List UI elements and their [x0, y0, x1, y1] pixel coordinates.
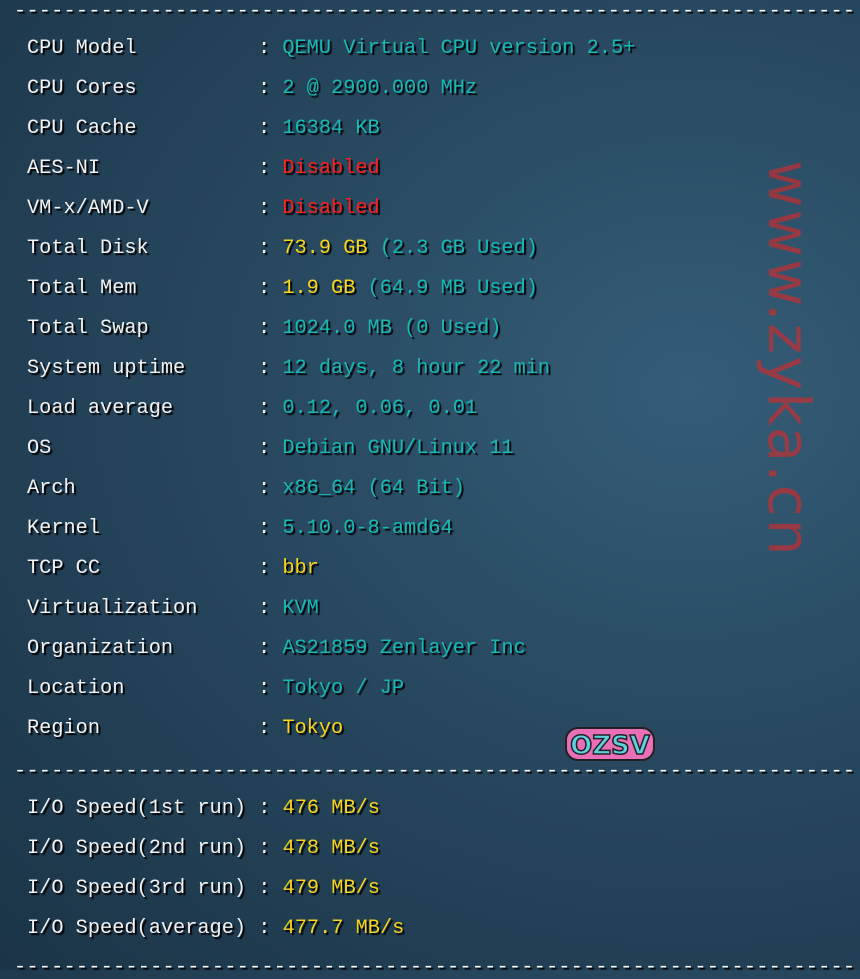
info-value: bbr [282, 557, 319, 580]
colon: : [258, 437, 283, 460]
info-row: Virtualization: KVM [27, 589, 319, 629]
colon: : [258, 237, 283, 260]
colon: : [258, 197, 283, 220]
info-value: AS21859 Zenlayer Inc [282, 637, 526, 660]
info-value: 2 @ 2900.000 MHz [282, 77, 478, 100]
info-value: Debian GNU/Linux 11 [282, 437, 514, 460]
info-value: QEMU Virtual CPU version 2.5+ [282, 37, 636, 60]
info-value: Tokyo / JP [282, 677, 405, 700]
info-row: CPU Cache: 16384 KB [27, 109, 380, 149]
info-label: Load average [27, 397, 174, 420]
info-row: Kernel: 5.10.0-8-amd64 [27, 509, 453, 549]
info-row: Organization: AS21859 Zenlayer Inc [27, 629, 526, 669]
colon: : [258, 317, 283, 340]
colon: : [258, 677, 283, 700]
watermark: www.zyka.cn [755, 160, 823, 558]
info-label: Arch [27, 477, 76, 500]
colon: : [258, 37, 283, 60]
info-value: 1024.0 MB (0 Used) [282, 317, 502, 340]
info-row: CPU Model: QEMU Virtual CPU version 2.5+ [27, 29, 635, 69]
info-row: Arch: x86_64 (64 Bit) [27, 469, 465, 509]
ozsv-logo: OZSV [565, 727, 655, 762]
info-label: OS [27, 437, 52, 460]
info-value-extra: (2.3 GB Used) [367, 237, 538, 260]
info-row: Location: Tokyo / JP [27, 669, 404, 709]
io-label: I/O Speed(3rd run) [27, 877, 247, 900]
info-row: Total Swap: 1024.0 MB (0 Used) [27, 309, 501, 349]
info-row: OS: Debian GNU/Linux 11 [27, 429, 514, 469]
info-label: System uptime [27, 357, 186, 380]
info-row: Total Disk: 73.9 GB (2.3 GB Used) [27, 229, 538, 269]
info-label: CPU Cache [27, 117, 137, 140]
info-label: Region [27, 717, 101, 740]
info-label: CPU Cores [27, 77, 137, 100]
colon: : [258, 917, 283, 940]
info-value: Tokyo [282, 717, 344, 740]
colon: : [258, 797, 283, 820]
info-value: x86_64 (64 Bit) [282, 477, 465, 500]
info-row: Total Mem: 1.9 GB (64.9 MB Used) [27, 269, 538, 309]
separator-top: ----------------------------------------… [14, 0, 856, 23]
info-value: 12 days, 8 hour 22 min [282, 357, 551, 380]
colon: : [258, 877, 283, 900]
colon: : [258, 397, 283, 420]
io-speed-row: I/O Speed(2nd run) : 478 MB/s [27, 829, 380, 869]
info-label: TCP CC [27, 557, 101, 580]
colon: : [258, 357, 283, 380]
info-row: CPU Cores: 2 @ 2900.000 MHz [27, 69, 477, 109]
info-label: CPU Model [27, 37, 137, 60]
colon: : [258, 77, 283, 100]
io-label: I/O Speed(average) [27, 917, 247, 940]
io-label: I/O Speed(1st run) [27, 797, 247, 820]
info-row: VM-x/AMD-V: Disabled [27, 189, 380, 229]
info-label: Total Mem [27, 277, 137, 300]
colon: : [258, 837, 283, 860]
colon: : [258, 597, 283, 620]
info-value-extra: (64.9 MB Used) [355, 277, 538, 300]
info-value: 73.9 GB [282, 237, 368, 260]
info-value: 0.12, 0.06, 0.01 [282, 397, 478, 420]
separator-middle: ----------------------------------------… [14, 760, 856, 783]
colon: : [258, 557, 283, 580]
info-row: System uptime: 12 days, 8 hour 22 min [27, 349, 550, 389]
info-value: 5.10.0-8-amd64 [282, 517, 453, 540]
io-label: I/O Speed(2nd run) [27, 837, 247, 860]
io-speed-row: I/O Speed(average) : 477.7 MB/s [27, 909, 404, 949]
io-value: 477.7 MB/s [282, 917, 405, 940]
colon: : [258, 517, 283, 540]
info-label: Virtualization [27, 597, 198, 620]
info-value: 1.9 GB [282, 277, 356, 300]
colon: : [258, 717, 283, 740]
info-label: Total Disk [27, 237, 149, 260]
io-speed-row: I/O Speed(1st run) : 476 MB/s [27, 789, 380, 829]
info-label: Organization [27, 637, 174, 660]
io-value: 479 MB/s [282, 877, 380, 900]
info-value: Disabled [282, 157, 380, 180]
io-value: 478 MB/s [282, 837, 380, 860]
info-label: VM-x/AMD-V [27, 197, 149, 220]
info-value: 16384 KB [282, 117, 380, 140]
info-label: Total Swap [27, 317, 149, 340]
info-row: TCP CC: bbr [27, 549, 319, 589]
info-row: AES-NI: Disabled [27, 149, 380, 189]
io-speed-row: I/O Speed(3rd run) : 479 MB/s [27, 869, 380, 909]
colon: : [258, 117, 283, 140]
info-label: Kernel [27, 517, 101, 540]
io-value: 476 MB/s [282, 797, 380, 820]
separator-bottom: ----------------------------------------… [14, 956, 856, 979]
colon: : [258, 477, 283, 500]
info-row: Region: Tokyo [27, 709, 343, 749]
info-label: AES-NI [27, 157, 101, 180]
info-value: KVM [282, 597, 319, 620]
svg-text:OZSV: OZSV [570, 731, 650, 761]
info-row: Load average: 0.12, 0.06, 0.01 [27, 389, 477, 429]
colon: : [258, 277, 283, 300]
colon: : [258, 637, 283, 660]
info-value: Disabled [282, 197, 380, 220]
info-label: Location [27, 677, 125, 700]
colon: : [258, 157, 283, 180]
